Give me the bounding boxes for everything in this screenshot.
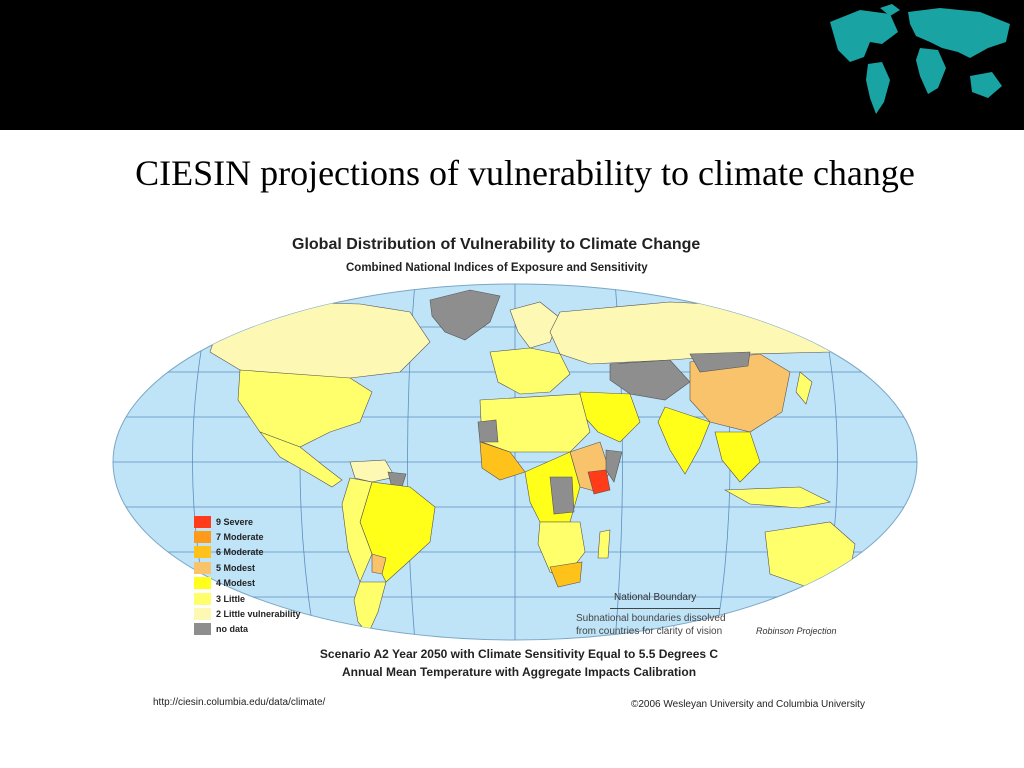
boundary-note-line-2: from countries for clarity of vision bbox=[576, 626, 723, 637]
congo bbox=[549, 476, 575, 515]
usa bbox=[237, 369, 373, 448]
world-vulnerability-map bbox=[112, 283, 918, 641]
south-africa bbox=[549, 561, 583, 588]
boundary-title: National Boundary bbox=[614, 592, 697, 603]
legend-label: 5 Modest bbox=[216, 562, 256, 573]
southeast-asia bbox=[714, 431, 761, 483]
legend-label: 7 Moderate bbox=[216, 532, 264, 543]
legend-item: 3 Little bbox=[194, 591, 301, 606]
mongolia bbox=[689, 351, 751, 373]
boundary-line-sample bbox=[610, 608, 720, 609]
peru-bolivia bbox=[341, 477, 373, 583]
legend-label: 9 Severe bbox=[216, 516, 254, 527]
india bbox=[657, 406, 711, 475]
legend-item: 6 Moderate bbox=[194, 545, 301, 560]
western-europe bbox=[489, 347, 571, 395]
japan bbox=[795, 371, 813, 405]
greenland bbox=[429, 289, 501, 341]
legend-swatch-modest-4 bbox=[194, 577, 211, 590]
legend-swatch-severe bbox=[194, 515, 211, 528]
map-legend: 9 Severe 7 Moderate 6 Moderate 5 Modest … bbox=[194, 514, 301, 637]
kenya bbox=[587, 469, 611, 495]
map-title: Global Distribution of Vulnerability to … bbox=[292, 236, 701, 253]
projection-label: Robinson Projection bbox=[756, 626, 837, 636]
legend-item: no data bbox=[194, 622, 301, 637]
slide-header-bar bbox=[0, 0, 1024, 130]
copyright: ©2006 Wesleyan University and Columbia U… bbox=[631, 699, 865, 710]
new-zealand bbox=[879, 577, 891, 601]
legend-swatch-little-2 bbox=[194, 608, 211, 621]
west-africa bbox=[479, 441, 526, 481]
canada bbox=[209, 301, 431, 381]
legend-item: 9 Severe bbox=[194, 514, 301, 529]
boundary-note: Subnational boundaries dissolved from co… bbox=[576, 612, 726, 638]
legend-label: 6 Moderate bbox=[216, 547, 264, 558]
scenario-line-2: Annual Mean Temperature with Aggregate I… bbox=[341, 665, 697, 679]
legend-swatch-moderate-7 bbox=[194, 531, 211, 544]
legend-label: 4 Modest bbox=[216, 578, 256, 589]
indonesia bbox=[723, 486, 831, 509]
scandinavia bbox=[509, 301, 561, 349]
scenario-line-1: Scenario A2 Year 2050 with Climate Sensi… bbox=[319, 647, 719, 661]
boundary-note-line-1: Subnational boundaries dissolved bbox=[576, 613, 726, 624]
paraguay bbox=[371, 553, 387, 575]
legend-label: no data bbox=[216, 624, 249, 635]
world-map-logo-icon bbox=[830, 4, 1010, 114]
mauritania bbox=[477, 419, 499, 443]
somalia bbox=[605, 449, 623, 483]
slide-title: CIESIN projections of vulnerability to c… bbox=[135, 153, 915, 193]
venezuela bbox=[349, 459, 396, 483]
legend-item: 4 Modest bbox=[194, 576, 301, 591]
source-url: http://ciesin.columbia.edu/data/climate/ bbox=[153, 697, 326, 708]
legend-swatch-modest-5 bbox=[194, 561, 211, 574]
legend-swatch-little-3 bbox=[194, 592, 211, 605]
central-asia bbox=[609, 359, 691, 401]
legend-item: 7 Moderate bbox=[194, 529, 301, 544]
legend-swatch-moderate-6 bbox=[194, 546, 211, 559]
legend-item: 2 Little vulnerability bbox=[194, 606, 301, 621]
legend-label: 2 Little vulnerability bbox=[216, 609, 301, 620]
legend-label: 3 Little bbox=[216, 593, 246, 604]
land bbox=[209, 289, 891, 635]
legend-swatch-no-data bbox=[194, 623, 211, 636]
china bbox=[689, 353, 791, 433]
legend-item: 5 Modest bbox=[194, 560, 301, 575]
madagascar bbox=[597, 529, 611, 559]
mexico bbox=[259, 431, 343, 488]
map-subtitle: Combined National Indices of Exposure an… bbox=[346, 262, 648, 274]
